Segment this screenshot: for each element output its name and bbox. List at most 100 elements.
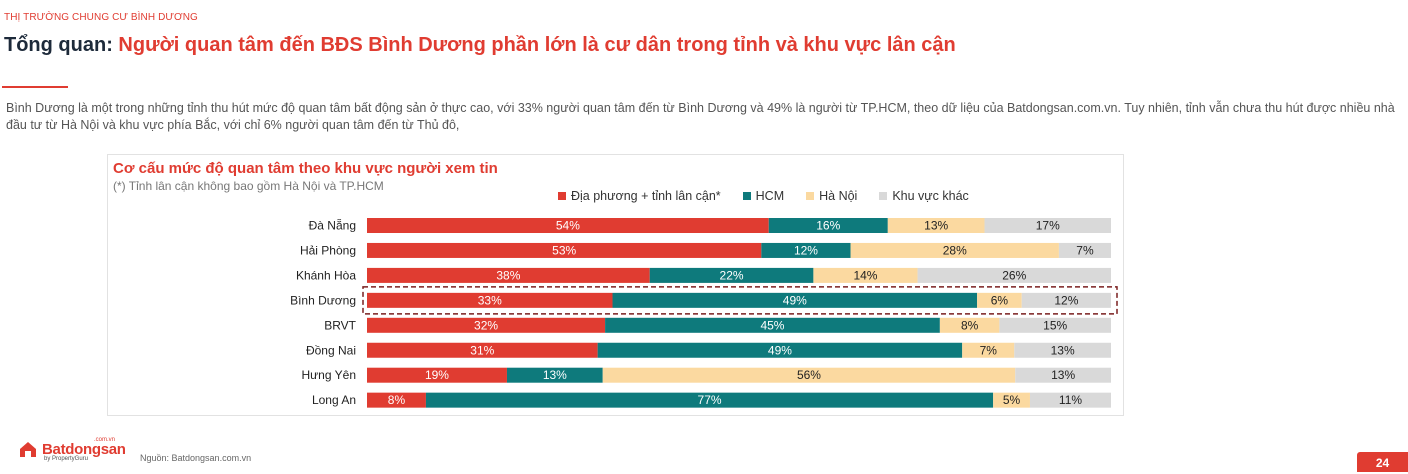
data-label-long-an-dia-phuong-tinh-lan-can: 8% — [388, 393, 406, 407]
data-label-brvt-dia-phuong-tinh-lan-can: 32% — [474, 318, 498, 332]
data-label-hai-phong-ha-noi: 28% — [943, 243, 967, 257]
legend-swatch-hanoi — [806, 192, 815, 200]
data-label-khanh-hoa-hcm: 22% — [720, 268, 744, 282]
legend-label-local: Địa phương + tỉnh lân cận* — [571, 189, 721, 203]
title-underline — [2, 86, 68, 88]
legend-label-hanoi: Hà Nội — [819, 189, 858, 203]
category-label-da-nang: Đà Nẵng — [309, 218, 356, 233]
legend-label-other: Khu vực khác — [892, 189, 969, 203]
legend-item-hanoi: Hà Nội — [806, 189, 857, 203]
data-label-da-nang-dia-phuong-tinh-lan-can: 54% — [556, 219, 580, 233]
bar-brvt-ha-noi — [939, 317, 1000, 333]
data-label-binh-duong-dia-phuong-tinh-lan-can: 33% — [478, 293, 502, 307]
bar-dong-nai-dia-phuong-tinh-lan-can — [367, 342, 598, 358]
legend-item-local: Địa phương + tỉnh lân cận* — [558, 189, 721, 203]
data-label-da-nang-hcm: 16% — [816, 219, 840, 233]
bar-long-an-hcm — [425, 392, 994, 408]
category-label-khanh-hoa: Khánh Hòa — [296, 268, 356, 282]
bar-hung-yen-dia-phuong-tinh-lan-can — [367, 367, 507, 383]
category-label-dong-nai: Đồng Nai — [306, 343, 356, 357]
legend-item-hcm: HCM — [742, 189, 785, 203]
data-label-hung-yen-khu-vuc-khac: 13% — [1051, 368, 1075, 382]
bar-khanh-hoa-ha-noi — [813, 267, 918, 283]
bar-hai-phong-hcm — [761, 242, 851, 258]
logo-domain-text: .com.vn — [94, 437, 116, 443]
data-label-hung-yen-hcm: 13% — [543, 368, 567, 382]
bar-hung-yen-khu-vuc-khac — [1015, 367, 1111, 383]
bar-da-nang-hcm — [768, 218, 888, 233]
data-label-da-nang-khu-vuc-khac: 17% — [1036, 219, 1060, 233]
data-label-dong-nai-ha-noi: 7% — [980, 343, 998, 357]
data-label-binh-duong-khu-vuc-khac: 12% — [1054, 293, 1078, 307]
bar-dong-nai-ha-noi — [962, 342, 1015, 358]
data-label-khanh-hoa-ha-noi: 14% — [853, 268, 877, 282]
bar-binh-duong-khu-vuc-khac — [1021, 292, 1111, 308]
bar-khanh-hoa-khu-vuc-khac — [917, 267, 1111, 283]
bar-long-an-khu-vuc-khac — [1029, 392, 1111, 408]
source-note: Nguồn: Batdongsan.com.vn — [140, 453, 252, 463]
data-label-binh-duong-hcm: 49% — [783, 293, 807, 307]
bar-brvt-dia-phuong-tinh-lan-can — [367, 317, 606, 333]
data-label-khanh-hoa-dia-phuong-tinh-lan-can: 38% — [496, 268, 520, 282]
logo-sub-text: by PropertyGuru — [44, 456, 89, 462]
legend-label-hcm: HCM — [755, 189, 785, 203]
bar-long-an-dia-phuong-tinh-lan-can — [367, 392, 426, 408]
bar-khanh-hoa-hcm — [649, 267, 814, 283]
bar-binh-duong-hcm — [612, 292, 978, 308]
bar-dong-nai-khu-vuc-khac — [1014, 342, 1111, 358]
highlight-box — [362, 286, 1118, 315]
data-label-hai-phong-hcm: 12% — [794, 243, 818, 257]
data-label-brvt-khu-vuc-khac: 15% — [1043, 318, 1067, 332]
bar-hai-phong-khu-vuc-khac — [1058, 242, 1111, 258]
category-label-brvt: BRVT — [324, 318, 356, 332]
bar-long-an-ha-noi — [993, 392, 1030, 408]
category-label-long-an: Long An — [312, 393, 356, 407]
legend-swatch-other — [879, 192, 888, 200]
data-label-dong-nai-khu-vuc-khac: 13% — [1051, 343, 1075, 357]
bar-hung-yen-hcm — [506, 367, 603, 383]
legend-swatch-hcm — [742, 192, 751, 200]
bar-brvt-hcm — [605, 317, 940, 333]
data-label-khanh-hoa-khu-vuc-khac: 26% — [1002, 268, 1026, 282]
data-label-dong-nai-dia-phuong-tinh-lan-can: 31% — [470, 343, 494, 357]
data-label-da-nang-ha-noi: 13% — [924, 219, 948, 233]
data-label-long-an-ha-noi: 5% — [1003, 393, 1021, 407]
logo-brand-text: Batdongsan — [42, 441, 126, 458]
data-label-brvt-ha-noi: 8% — [961, 318, 979, 332]
bar-khanh-hoa-dia-phuong-tinh-lan-can — [367, 267, 650, 283]
data-label-hung-yen-ha-noi: 56% — [797, 368, 821, 382]
data-label-long-an-hcm: 77% — [698, 393, 722, 407]
data-label-binh-duong-ha-noi: 6% — [991, 293, 1009, 307]
bar-dong-nai-hcm — [597, 342, 963, 358]
bar-hai-phong-ha-noi — [850, 242, 1059, 258]
bar-da-nang-dia-phuong-tinh-lan-can — [367, 218, 769, 233]
batdongsan-logo: Batdongsan .com.vn by PropertyGuru — [18, 437, 128, 465]
legend-item-other: Khu vực khác — [879, 189, 969, 203]
description-text: Bình Dương là một trong những tỉnh thu h… — [6, 101, 1395, 132]
bar-hung-yen-ha-noi — [602, 367, 1016, 383]
chart-legend: Địa phương + tỉnh lân cận* HCM Hà Nội Kh… — [558, 189, 991, 203]
data-label-hung-yen-dia-phuong-tinh-lan-can: 19% — [425, 368, 449, 382]
bar-da-nang-ha-noi — [887, 218, 985, 233]
bar-da-nang-khu-vuc-khac — [984, 218, 1111, 233]
title-main: Người quan tâm đến BĐS Bình Dương phần l… — [118, 34, 956, 56]
data-label-hai-phong-khu-vuc-khac: 7% — [1076, 243, 1094, 257]
section-label: THỊ TRƯỜNG CHUNG CƯ BÌNH DƯƠNG — [4, 12, 198, 23]
page-number: 24 — [1357, 452, 1408, 472]
legend-swatch-local — [558, 192, 566, 200]
page-title: Tổng quan: Người quan tâm đến BĐS Bình D… — [4, 34, 956, 57]
title-prefix: Tổng quan: — [4, 34, 113, 56]
house-logo-icon — [20, 442, 36, 457]
chart-frame — [107, 154, 1124, 416]
category-label-hung-yen: Hưng Yên — [301, 368, 356, 382]
chart-subtitle: (*) Tỉnh lân cận không bao gồm Hà Nội và… — [113, 179, 384, 193]
category-label-binh-duong: Bình Dương — [290, 293, 356, 307]
bar-binh-duong-dia-phuong-tinh-lan-can — [367, 292, 613, 308]
bar-binh-duong-ha-noi — [977, 292, 1022, 308]
data-label-dong-nai-hcm: 49% — [768, 343, 792, 357]
bar-brvt-khu-vuc-khac — [999, 317, 1111, 333]
chart-title: Cơ cấu mức độ quan tâm theo khu vực ngườ… — [113, 160, 498, 177]
category-label-hai-phong: Hải Phòng — [300, 243, 356, 257]
data-label-long-an-khu-vuc-khac: 11% — [1059, 393, 1082, 407]
